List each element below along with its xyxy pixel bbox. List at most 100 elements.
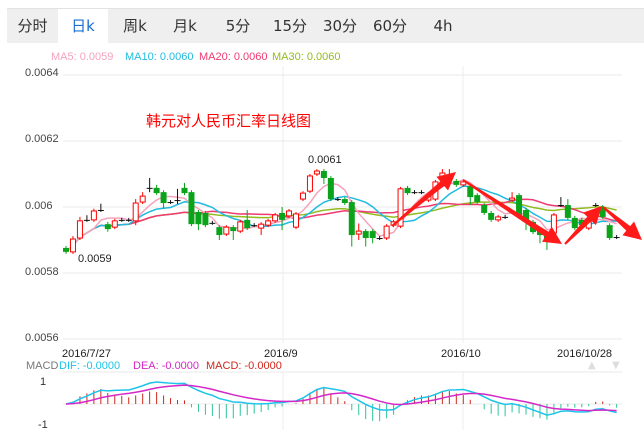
candle-doji [167, 202, 174, 204]
candle-down [104, 224, 111, 230]
candle-down [523, 209, 530, 222]
y-tick: 0.0062 [25, 133, 59, 145]
candle-down [63, 247, 69, 252]
candle-doji [251, 225, 258, 227]
trend-arrow [391, 172, 456, 227]
candle-doji [125, 219, 132, 221]
candle-down [216, 227, 223, 236]
x-tick: 2016/10/28 [557, 348, 613, 360]
candle-up [495, 216, 502, 221]
ma20-legend: MA20: 0.0060 [199, 51, 268, 63]
candle-down [599, 207, 606, 217]
candle-down [488, 212, 495, 220]
candle-up [265, 220, 272, 226]
ma10-legend: MA10: 0.0060 [125, 51, 194, 63]
tab-60min[interactable]: 60分 [372, 17, 408, 35]
candle-down [341, 199, 348, 204]
chart-title: 韩元对人民币汇率日线图 [146, 112, 312, 130]
tab-5min[interactable]: 5分 [225, 17, 251, 35]
tab-15min[interactable]: 15分 [272, 17, 308, 35]
candle-up [397, 188, 404, 227]
candle-up [111, 220, 118, 228]
candle-doji [334, 199, 341, 201]
ma5-line [65, 178, 617, 253]
dea-line [65, 384, 617, 412]
tab-daily-k[interactable]: 日k [58, 9, 108, 43]
candle-down [369, 231, 376, 239]
candle-down [474, 195, 481, 203]
trend-arrow [602, 206, 642, 240]
candle-down [279, 212, 286, 220]
candle-up [272, 214, 279, 222]
x-tick: 2016/10 [441, 348, 481, 360]
ma5-legend: MA5: 0.0059 [51, 51, 114, 63]
macd-value-legend: MACD: -0.0000 [206, 360, 282, 372]
tab-weekly-k[interactable]: 周k [123, 17, 147, 35]
candle-down [564, 205, 571, 218]
candle-up [383, 225, 390, 239]
candle-down [348, 202, 355, 236]
tab-monthly-k[interactable]: 月k [173, 17, 197, 35]
y-tick: 0.0058 [25, 266, 59, 278]
tab-30min[interactable]: 30分 [322, 17, 358, 35]
tab-fenshi[interactable]: 分时 [17, 17, 48, 35]
ma10-line [65, 185, 617, 253]
candle-doji [118, 219, 125, 221]
candle-doji [557, 205, 564, 207]
candle-doji [83, 219, 90, 221]
candle-down [202, 212, 209, 226]
candle-down [571, 217, 578, 229]
period-tab-bar: 分时 日k 周k 月k 5分 15分 30分 60分 4h [7, 8, 644, 43]
candle-down [362, 231, 369, 239]
candle-down [188, 192, 195, 225]
candle-doji [376, 238, 383, 240]
macd-label: MACD [26, 360, 59, 372]
candle-up [299, 192, 306, 200]
candle-down [195, 211, 202, 225]
candle-doji [209, 222, 216, 224]
x-tick: 2016/7/27 [62, 348, 111, 360]
dea-legend: DEA: -0.0000 [133, 360, 200, 372]
candle-up [460, 181, 467, 186]
scroll-down-icon[interactable]: ▼ [612, 360, 620, 371]
candle-down [320, 171, 327, 178]
macd-y-tick: -1 [38, 419, 48, 431]
candle-up [258, 223, 265, 229]
candle-up [237, 221, 244, 232]
candle-up [306, 175, 313, 192]
candle-doji [411, 192, 418, 194]
y-tick: 0.006 [25, 200, 53, 212]
candle-down [327, 177, 334, 200]
x-tick: 2016/9 [264, 348, 298, 360]
candle-down [160, 192, 167, 204]
ma30-legend: MA30: 0.0060 [272, 51, 341, 63]
scroll-up-icon[interactable]: ▲ [588, 360, 596, 371]
ma20-line [65, 198, 617, 253]
candle-up [139, 195, 146, 203]
candle-doji [174, 200, 181, 202]
candle-down [404, 187, 411, 194]
candle-doji [146, 187, 153, 189]
candle-up [132, 202, 139, 222]
macd-y-tick: 1 [40, 376, 47, 388]
candle-up [90, 210, 97, 221]
candle-down [153, 187, 160, 194]
candle-down [181, 187, 188, 194]
trend-arrow [462, 179, 562, 244]
trend-arrow [564, 206, 602, 245]
high-annotation: 0.0061 [308, 154, 342, 166]
candle-down [453, 180, 460, 185]
candle-down [467, 185, 474, 198]
candle-down [244, 219, 251, 229]
candle-down [578, 219, 585, 226]
candle-doji [502, 216, 509, 218]
candle-down [606, 225, 613, 239]
tab-4h[interactable]: 4h [433, 17, 453, 35]
dif-legend: DIF: -0.0000 [59, 360, 121, 372]
candle-up [293, 213, 300, 228]
candle-up [509, 197, 516, 201]
dif-line [65, 381, 617, 416]
candle-doji [97, 209, 104, 211]
y-tick: 0.0056 [25, 332, 59, 344]
